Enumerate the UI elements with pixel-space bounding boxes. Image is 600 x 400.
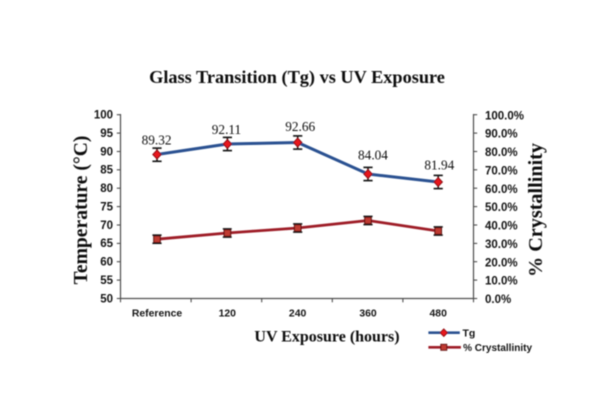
- svg-text:80: 80: [100, 183, 113, 195]
- svg-text:240: 240: [289, 309, 307, 320]
- svg-text:360: 360: [359, 309, 377, 320]
- svg-text:% Crystallinity: % Crystallinity: [463, 343, 532, 354]
- svg-text:50.0%: 50.0%: [485, 202, 518, 214]
- svg-text:60.0%: 60.0%: [485, 184, 518, 196]
- svg-text:Reference: Reference: [132, 309, 182, 320]
- svg-text:84.04: 84.04: [358, 148, 388, 163]
- svg-text:120: 120: [219, 309, 237, 320]
- svg-text:90: 90: [100, 146, 113, 158]
- svg-text:% Crystallinity: % Crystallinity: [525, 143, 547, 277]
- svg-text:40.0%: 40.0%: [485, 221, 518, 233]
- svg-text:81.94: 81.94: [424, 158, 454, 173]
- svg-text:70.0%: 70.0%: [485, 165, 518, 177]
- svg-text:480: 480: [430, 309, 448, 320]
- svg-text:20.0%: 20.0%: [485, 257, 518, 269]
- svg-text:80.0%: 80.0%: [485, 147, 518, 159]
- svg-text:UV Exposure (hours): UV Exposure (hours): [254, 329, 399, 346]
- svg-text:65: 65: [100, 238, 113, 250]
- svg-text:75: 75: [100, 201, 113, 213]
- svg-text:70: 70: [100, 220, 113, 232]
- svg-text:85: 85: [100, 165, 113, 177]
- svg-text:30.0%: 30.0%: [485, 239, 518, 251]
- svg-text:89.32: 89.32: [142, 133, 172, 148]
- svg-text:90.0%: 90.0%: [485, 129, 518, 141]
- svg-text:0.0%: 0.0%: [485, 294, 511, 306]
- svg-text:92.11: 92.11: [212, 122, 241, 137]
- svg-text:10.0%: 10.0%: [485, 276, 518, 288]
- svg-text:100: 100: [94, 110, 113, 122]
- svg-text:92.66: 92.66: [285, 119, 315, 134]
- svg-text:Glass Transition (Tg) vs UV Ex: Glass Transition (Tg) vs UV Exposure: [149, 67, 445, 88]
- svg-text:50: 50: [100, 293, 113, 305]
- svg-text:100.0%: 100.0%: [485, 110, 524, 122]
- svg-text:Tg: Tg: [463, 327, 476, 339]
- svg-text:60: 60: [100, 257, 113, 269]
- svg-text:55: 55: [100, 275, 113, 287]
- svg-text:95: 95: [100, 128, 113, 140]
- svg-text:Temperature (°C): Temperature (°C): [71, 136, 92, 285]
